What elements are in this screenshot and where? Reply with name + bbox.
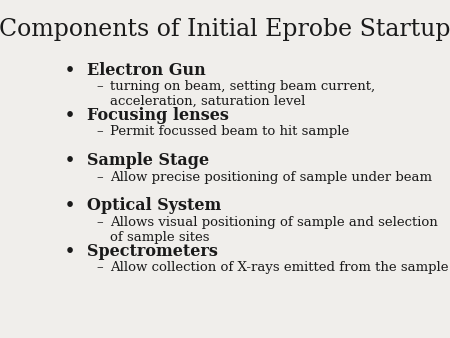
Text: –: – [96, 171, 103, 184]
Text: Allows visual positioning of sample and selection of sample sites: Allows visual positioning of sample and … [110, 216, 437, 244]
Text: Optical System: Optical System [87, 197, 221, 215]
Text: Focusing lenses: Focusing lenses [87, 107, 229, 124]
Text: Electron Gun: Electron Gun [87, 62, 206, 79]
Text: –: – [96, 80, 103, 93]
Text: Spectrometers: Spectrometers [87, 243, 218, 260]
Text: –: – [96, 216, 103, 229]
Text: Components of Initial Eprobe Startup: Components of Initial Eprobe Startup [0, 18, 450, 41]
Text: –: – [96, 261, 103, 274]
Text: Permit focussed beam to hit sample: Permit focussed beam to hit sample [110, 125, 349, 139]
Text: •: • [65, 62, 75, 79]
Text: turning on beam, setting beam current, acceleration, saturation level: turning on beam, setting beam current, a… [110, 80, 375, 108]
Text: Sample Stage: Sample Stage [87, 152, 209, 169]
Text: •: • [65, 152, 75, 169]
Text: •: • [65, 243, 75, 260]
Text: •: • [65, 197, 75, 215]
Text: Allow precise positioning of sample under beam: Allow precise positioning of sample unde… [110, 171, 432, 184]
Text: –: – [96, 125, 103, 139]
Text: •: • [65, 107, 75, 124]
Text: Allow collection of X-rays emitted from the sample: Allow collection of X-rays emitted from … [110, 261, 448, 274]
